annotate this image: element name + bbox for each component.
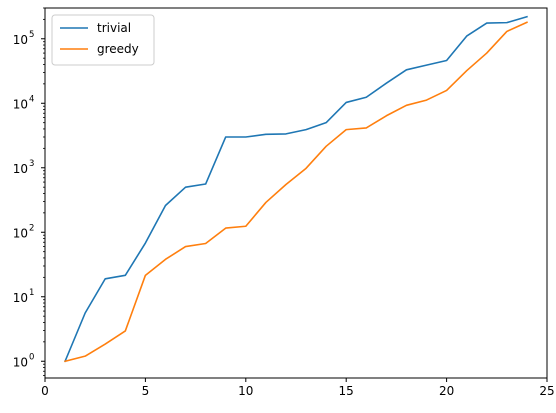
- y-tick-label: 10: [13, 33, 28, 47]
- series-line-trivial: [64, 15, 528, 363]
- x-tick-label: 25: [539, 384, 554, 398]
- series-line-greedy: [64, 21, 528, 363]
- y-tick-exponent: 5: [29, 30, 34, 40]
- y-tick-exponent: 0: [29, 352, 34, 362]
- y-tick-label: 10: [13, 162, 28, 176]
- y-tick-exponent: 1: [29, 288, 34, 298]
- x-tick-label: 20: [439, 384, 454, 398]
- y-tick-exponent: 4: [29, 94, 34, 104]
- legend-label-trivial: trivial: [97, 21, 131, 35]
- x-tick-label: 0: [41, 384, 49, 398]
- legend-label-greedy: greedy: [97, 42, 139, 56]
- y-tick-label: 10: [13, 97, 28, 111]
- plot-area-frame: [44, 7, 548, 379]
- y-tick-label: 10: [13, 226, 28, 240]
- y-tick-label: 10: [13, 291, 28, 305]
- x-tick-label: 10: [238, 384, 253, 398]
- x-tick-label: 15: [339, 384, 354, 398]
- x-tick-label: 5: [142, 384, 150, 398]
- y-tick-exponent: 3: [29, 159, 34, 169]
- y-tick-exponent: 2: [29, 223, 34, 233]
- y-tick-label: 10: [13, 355, 28, 369]
